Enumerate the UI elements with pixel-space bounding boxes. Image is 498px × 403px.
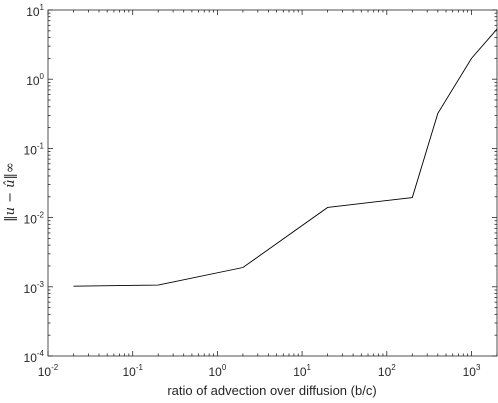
y-tick-label: 10-1	[24, 141, 45, 157]
series-layer	[73, 28, 498, 287]
y-tick-label: 101	[26, 3, 44, 19]
x-axis-label: ratio of advection over diffusion (b/c)	[167, 383, 376, 398]
series-line	[73, 28, 498, 287]
x-tick-label: 101	[293, 363, 311, 379]
y-axis-label: ‖u − û‖∞	[3, 162, 18, 222]
y-tick-label: 10-4	[24, 349, 45, 365]
x-tick-label: 10-1	[122, 363, 143, 379]
y-tick-label: 10-2	[24, 211, 45, 227]
x-tick-label: 102	[378, 363, 396, 379]
x-tick-label: 100	[208, 363, 226, 379]
x-tick-label: 10-2	[38, 363, 59, 379]
y-axis: 10-4 10-3 10-2 10-1 100 101	[24, 3, 497, 365]
x-tick-label: 103	[463, 363, 481, 379]
y-tick-label: 100	[26, 72, 44, 88]
plot-area	[47, 9, 498, 357]
x-axis: 10-2 10-1 100 101 102 103	[38, 10, 498, 379]
y-tick-label: 10-3	[24, 280, 45, 296]
